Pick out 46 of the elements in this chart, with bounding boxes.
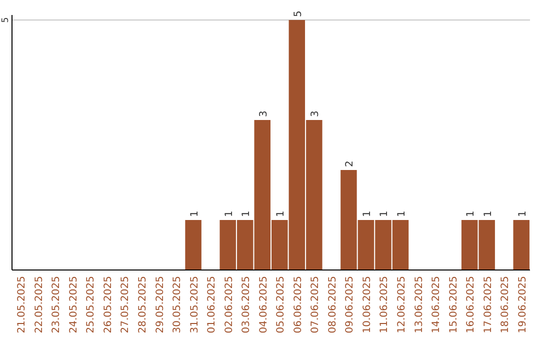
x-tick-label: 05.06.2025: [276, 276, 287, 334]
data-label: 3: [258, 110, 270, 117]
x-tick-label: 14.06.2025: [431, 276, 442, 334]
x-tick-label: 21.05.2025: [16, 276, 28, 334]
data-label: 5: [292, 10, 304, 17]
data-label: 1: [396, 210, 408, 217]
x-tick-label: 23.05.2025: [51, 276, 62, 334]
data-label: 1: [517, 210, 528, 217]
x-tick-label: 12.06.2025: [396, 276, 408, 334]
x-tick-label: 25.05.2025: [86, 276, 97, 334]
data-label: 1: [276, 210, 287, 217]
x-tick-label: 26.05.2025: [102, 276, 114, 334]
x-tick-label: 24.05.2025: [68, 276, 80, 334]
x-tick-label: 01.06.2025: [206, 276, 218, 334]
x-tick-label: 18.06.2025: [500, 276, 512, 334]
x-tick-label: 28.05.2025: [138, 276, 148, 334]
x-tick-label: 09.06.2025: [344, 276, 356, 334]
x-tick-label: 17.06.2025: [482, 276, 494, 334]
x-tick-label: 11.06.2025: [379, 276, 390, 334]
x-tick-label: 06.06.2025: [292, 276, 304, 334]
x-tick-label: 10.06.2025: [362, 276, 373, 334]
x-tick-label: 16.06.2025: [466, 276, 477, 334]
x-tick-label: 31.05.2025: [189, 276, 200, 334]
data-label: 1: [224, 210, 235, 217]
data-label: 1: [362, 210, 373, 217]
x-tick-label: 27.05.2025: [120, 276, 132, 334]
x-tick-label: 19.06.2025: [517, 276, 528, 334]
x-tick-label: 02.06.2025: [224, 276, 235, 334]
data-label: 1: [379, 210, 390, 217]
x-tick-label: 15.06.2025: [448, 276, 460, 334]
data-label: 1: [466, 210, 477, 217]
x-tick-label: 07.06.2025: [310, 276, 322, 334]
data-label: 1: [482, 210, 494, 217]
x-tick-label: 13.06.2025: [414, 276, 425, 334]
x-tick-label: 04.06.2025: [258, 276, 270, 334]
data-label: 1: [189, 210, 200, 217]
data-label: 1: [241, 210, 252, 217]
x-tick-label: 03.06.2025: [241, 276, 252, 334]
x-tick-label: 22.05.2025: [34, 276, 45, 334]
data-label: 3: [310, 110, 322, 117]
x-tick-label: 30.05.2025: [172, 276, 184, 334]
x-tick-label: 08.06.2025: [327, 276, 338, 334]
x-tick-label: 29.05.2025: [154, 276, 166, 334]
data-label: 2: [344, 160, 356, 167]
bar: [513, 220, 530, 270]
bar: [185, 220, 202, 270]
